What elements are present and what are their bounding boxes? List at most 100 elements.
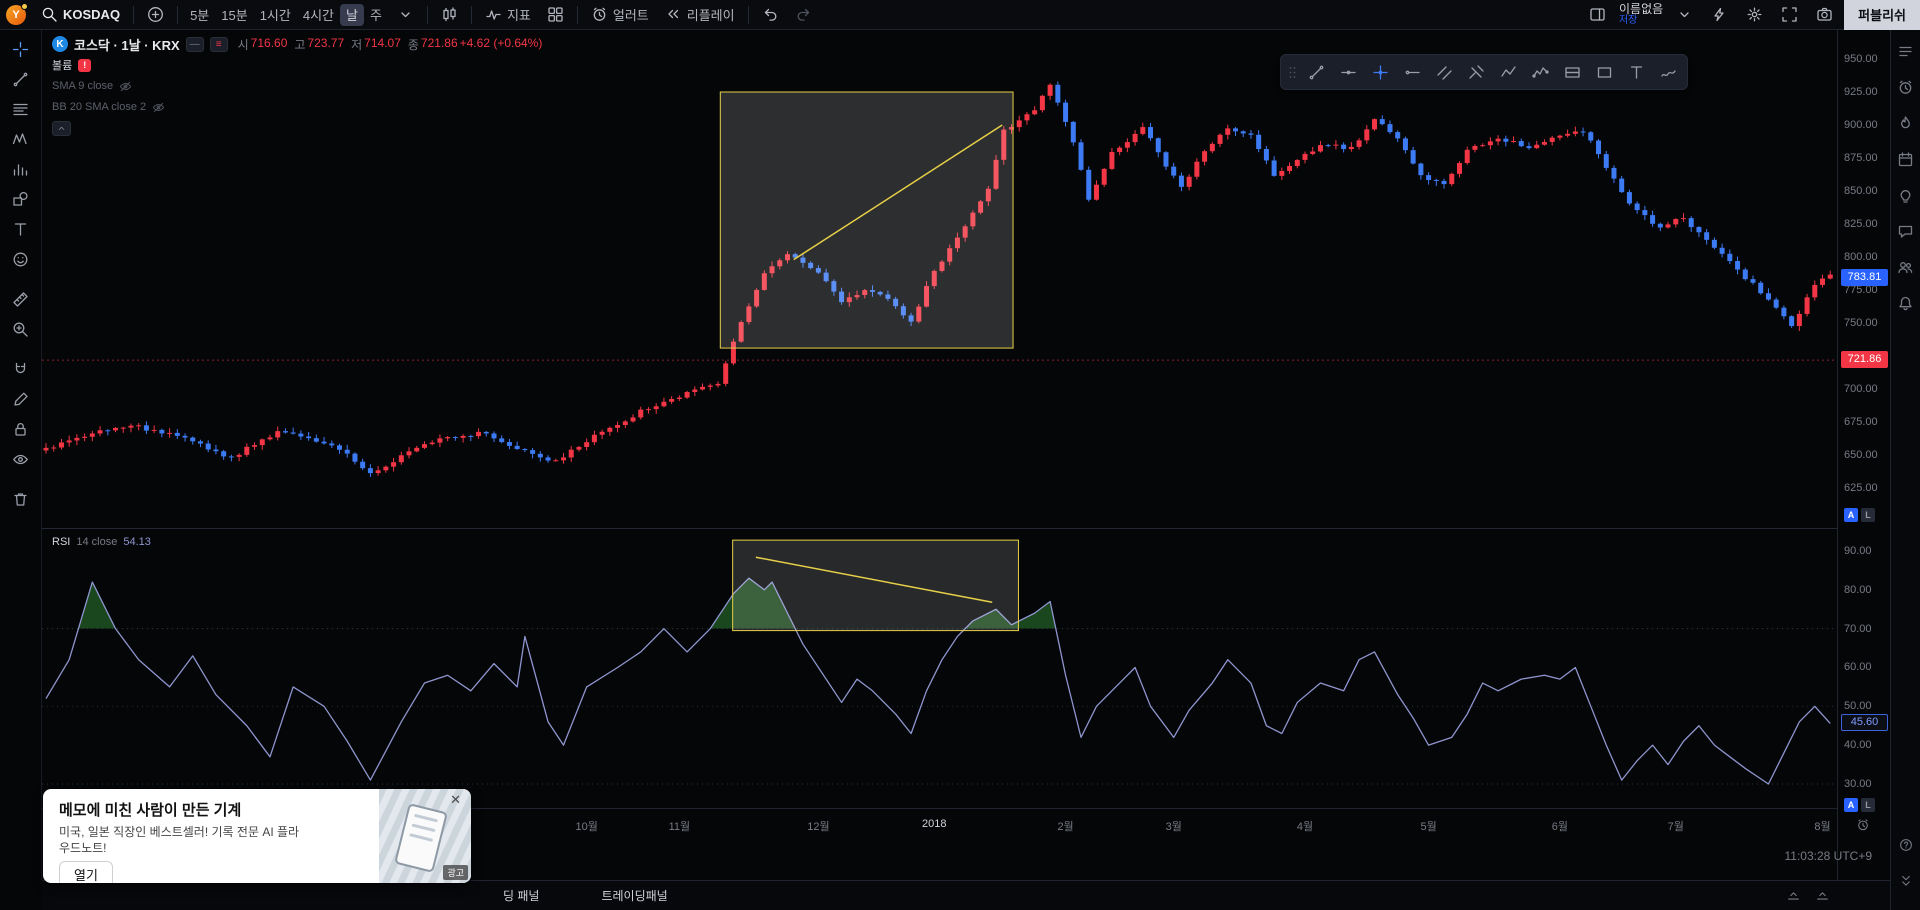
legend-hide-chip[interactable]: —: [185, 36, 204, 52]
tool-alarm-clock[interactable]: [1893, 74, 1919, 100]
right-sidebar-bottom: [1893, 832, 1919, 904]
time-axis[interactable]: 10월 11월 12월 2018 2월 3월 4월 5월 6월 7월 8월: [42, 808, 1837, 842]
axis-settings-icon[interactable]: [1856, 818, 1870, 835]
fullscreen-button[interactable]: [1774, 3, 1805, 27]
rsi-name[interactable]: RSI: [52, 536, 71, 548]
bottom-tab-1[interactable]: 트레이딩패널: [595, 886, 673, 905]
tool-rectangle[interactable]: [1589, 58, 1619, 86]
tool-collapse-panel[interactable]: [1893, 868, 1919, 894]
log-scale-button[interactable]: L: [1861, 798, 1875, 812]
tool-bulb[interactable]: [1893, 182, 1919, 208]
tool-eye[interactable]: [5, 444, 37, 474]
interval-button-4시간[interactable]: 4시간: [297, 4, 340, 26]
auto-scale-button[interactable]: A: [1844, 798, 1858, 812]
snapshot-button[interactable]: [1809, 3, 1840, 27]
warning-badge[interactable]: !: [78, 58, 92, 72]
close-value: 721.86: [420, 35, 458, 50]
tool-people[interactable]: [1893, 254, 1919, 280]
tool-zoom-in[interactable]: [5, 314, 37, 344]
tool-long-position[interactable]: [1557, 58, 1587, 86]
ad-close-button[interactable]: ✕: [444, 791, 467, 809]
tool-question[interactable]: [1893, 832, 1919, 858]
layout-menu-button[interactable]: [1669, 3, 1700, 27]
tool-ruler[interactable]: [5, 284, 37, 314]
settings-button[interactable]: [1739, 3, 1770, 27]
clock-display[interactable]: 11:03:28 UTC+9: [1784, 849, 1873, 863]
eye-off-icon[interactable]: [119, 80, 132, 93]
main-price-pane[interactable]: [42, 30, 1837, 528]
rsi-pane[interactable]: [42, 530, 1837, 808]
price-axis[interactable]: 950.00 925.00 900.00 875.00 850.00 825.00 800.…: [1837, 30, 1890, 880]
tool-fib-retracement[interactable]: [5, 94, 37, 124]
tool-text-tool[interactable]: [5, 214, 37, 244]
tool-trend-line[interactable]: [5, 64, 37, 94]
tool-flame[interactable]: [1893, 110, 1919, 136]
add-symbol-button[interactable]: [140, 3, 171, 27]
redo-button[interactable]: [788, 3, 819, 27]
interval-expand-button[interactable]: [390, 3, 421, 27]
expand-panel-icon[interactable]: [1786, 888, 1801, 903]
tool-wave[interactable]: [1525, 58, 1555, 86]
sma-label[interactable]: SMA 9 close: [52, 80, 114, 92]
tool-text-tool[interactable]: [1621, 58, 1651, 86]
expand-panel-icon[interactable]: [1815, 888, 1830, 903]
indicators-button[interactable]: 지표: [478, 3, 538, 27]
tool-forecast[interactable]: [5, 154, 37, 184]
interval-button-15분[interactable]: 15분: [215, 4, 253, 26]
tool-emoji[interactable]: [5, 244, 37, 274]
bottom-tab-0[interactable]: 딩 패널: [497, 886, 545, 905]
tool-shapes[interactable]: [5, 184, 37, 214]
tool-parallel-channel[interactable]: [1429, 58, 1459, 86]
tool-horizontal-ray[interactable]: [1397, 58, 1427, 86]
tool-trend-line[interactable]: [1301, 58, 1331, 86]
publish-button[interactable]: 퍼블리쉬: [1844, 0, 1920, 30]
volume-label[interactable]: 볼륨: [52, 60, 73, 72]
tool-pencil[interactable]: [5, 384, 37, 414]
interval-button-1시간[interactable]: 1시간: [254, 4, 297, 26]
legend-menu-chip[interactable]: ≡: [209, 36, 228, 52]
alert-button[interactable]: 얼러트: [584, 3, 656, 27]
log-scale-button[interactable]: L: [1861, 508, 1875, 522]
symbol-title[interactable]: 코스닥 · 1날 · KRX: [74, 37, 180, 53]
tool-pitchfork[interactable]: [1461, 58, 1491, 86]
trend-line-icon: [12, 71, 29, 88]
save-link[interactable]: 저장: [1618, 14, 1638, 26]
panel-toggle-button[interactable]: [1582, 3, 1613, 27]
auto-scale-button[interactable]: A: [1844, 508, 1858, 522]
interval-button-날[interactable]: 날: [340, 3, 364, 26]
legend-collapse-button[interactable]: [52, 120, 71, 136]
chart-type-button[interactable]: [434, 3, 465, 27]
replay-button[interactable]: 리플레이: [658, 3, 742, 27]
wave-icon: [1531, 64, 1549, 81]
interval-button-주[interactable]: 주: [364, 4, 388, 26]
tool-magnet[interactable]: [5, 354, 37, 384]
tool-zigzag[interactable]: [1493, 58, 1523, 86]
ad-open-button[interactable]: 열기: [59, 861, 113, 883]
eye-off-icon[interactable]: [152, 101, 165, 114]
tool-lock[interactable]: [5, 414, 37, 444]
tool-horizontal-line[interactable]: [1333, 58, 1363, 86]
tool-crosshair[interactable]: [5, 34, 37, 64]
tool-chat[interactable]: [1893, 218, 1919, 244]
tool-calendar[interactable]: [1893, 146, 1919, 172]
interval-button-5분[interactable]: 5분: [184, 4, 215, 26]
bb-label[interactable]: BB 20 SMA close 2: [52, 101, 147, 113]
separator: [177, 5, 179, 24]
user-avatar[interactable]: Y: [6, 2, 28, 25]
pane-divider[interactable]: [42, 528, 1837, 529]
tool-brush[interactable]: [1653, 58, 1683, 86]
tool-drag-handle[interactable]: [1285, 58, 1299, 86]
layout-grid-button[interactable]: [540, 3, 571, 27]
tool-trash[interactable]: [5, 484, 37, 514]
tool-bell[interactable]: [1893, 290, 1919, 316]
tool-xabcd-pattern[interactable]: [5, 124, 37, 154]
layout-name[interactable]: 이름없음 저장: [1619, 3, 1663, 26]
symbol-search-button[interactable]: KOSDAQ: [34, 3, 127, 27]
quick-action-button[interactable]: [1704, 3, 1735, 27]
cross-line-icon: [1372, 64, 1389, 81]
price-axis-label: 900.00: [1844, 119, 1878, 131]
tool-watchlist[interactable]: [1893, 38, 1919, 64]
tool-cross-line[interactable]: [1365, 58, 1395, 86]
undo-button[interactable]: [755, 3, 786, 27]
